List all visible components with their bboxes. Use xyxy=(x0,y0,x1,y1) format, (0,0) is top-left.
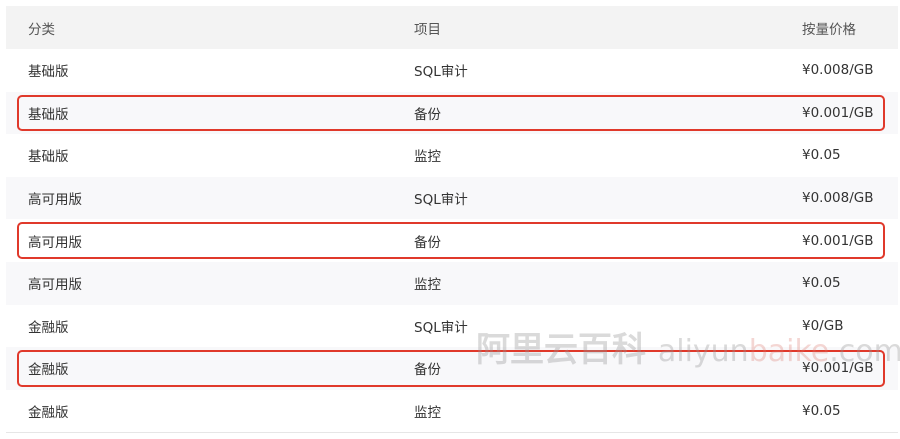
header-category: 分类 xyxy=(28,21,55,38)
cell-item: SQL审计 xyxy=(414,192,468,209)
table-row: 高可用版 监控 ¥0.05 xyxy=(6,261,898,305)
cell-price: ¥0.008/GB xyxy=(802,190,874,207)
cell-item: SQL审计 xyxy=(414,64,468,81)
cell-price: ¥0/GB xyxy=(802,317,844,334)
cell-category: 高可用版 xyxy=(28,234,82,251)
table-header: 分类 项目 按量价格 xyxy=(6,6,898,49)
cell-category: 基础版 xyxy=(28,64,69,81)
table-row: 高可用版 SQL审计 ¥0.008/GB xyxy=(6,176,898,220)
cell-price: ¥0.05 xyxy=(802,147,841,164)
cell-category: 基础版 xyxy=(28,106,69,123)
cell-item: 备份 xyxy=(414,362,441,379)
table-row: 基础版 备份 ¥0.001/GB xyxy=(6,91,898,135)
table-row: 基础版 监控 ¥0.05 xyxy=(6,134,898,177)
header-item: 项目 xyxy=(414,21,441,38)
table-row: 金融版 监控 ¥0.05 xyxy=(6,390,898,433)
cell-item: 监控 xyxy=(414,277,441,294)
cell-item: 监控 xyxy=(414,149,441,166)
cell-item: 监控 xyxy=(414,405,441,422)
cell-price: ¥0.001/GB xyxy=(802,232,874,249)
table-row: 金融版 SQL审计 ¥0/GB xyxy=(6,305,898,348)
cell-price: ¥0.001/GB xyxy=(802,104,874,121)
cell-price: ¥0.001/GB xyxy=(802,360,874,377)
highlight-box xyxy=(17,350,885,387)
cell-item: SQL审计 xyxy=(414,319,468,336)
cell-category: 高可用版 xyxy=(28,277,82,294)
cell-category: 高可用版 xyxy=(28,192,82,209)
table-row: 基础版 SQL审计 ¥0.008/GB xyxy=(6,49,898,92)
cell-item: 备份 xyxy=(414,106,441,123)
cell-category: 基础版 xyxy=(28,149,69,166)
highlight-box xyxy=(17,94,885,132)
cell-category: 金融版 xyxy=(28,319,69,336)
cell-price: ¥0.05 xyxy=(802,403,841,420)
pricing-table: 分类 项目 按量价格 基础版 SQL审计 ¥0.008/GB 基础版 备份 ¥0.001/… xyxy=(6,6,898,434)
highlight-box xyxy=(17,222,885,259)
cell-category: 金融版 xyxy=(28,362,69,379)
cell-price: ¥0.008/GB xyxy=(802,62,874,79)
header-price: 按量价格 xyxy=(802,21,856,38)
cell-item: 备份 xyxy=(414,234,441,251)
cell-price: ¥0.05 xyxy=(802,275,841,292)
cell-category: 金融版 xyxy=(28,405,69,422)
table-row: 高可用版 备份 ¥0.001/GB xyxy=(6,219,898,262)
table-row: 金融版 备份 ¥0.001/GB xyxy=(6,347,898,390)
